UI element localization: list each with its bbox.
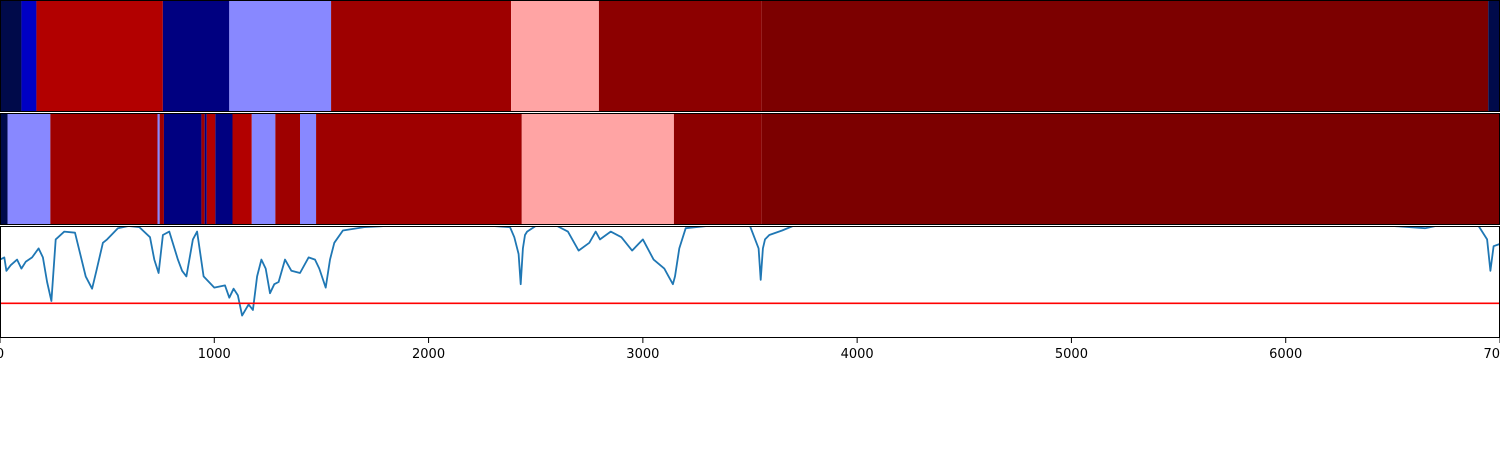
heatmap-segment — [163, 113, 202, 225]
x-axis: 0 1000 2000 3000 4000 5000 6000 7000 — [0, 338, 1500, 362]
panel-frame — [0, 226, 1500, 338]
heatmap-segment — [36, 0, 163, 112]
heatmap-segment — [1488, 0, 1500, 112]
series-line — [0, 226, 1500, 317]
heatmap-segment — [275, 113, 300, 225]
heatmap-segment — [201, 113, 205, 225]
heatmap-segment — [162, 0, 230, 112]
heatmap-segment — [159, 113, 164, 225]
heatmap-segment — [157, 113, 160, 225]
heatmap-segment — [206, 113, 216, 225]
heatmap-segment — [761, 0, 1489, 112]
x-tick-label: 2000 — [412, 347, 445, 362]
heatmap-segment — [598, 0, 762, 112]
heatmap-segment — [316, 113, 522, 225]
heatmap-segment — [215, 113, 233, 225]
x-tick-label: 5000 — [1055, 347, 1088, 362]
x-tick-label: 4000 — [841, 347, 874, 362]
heatmap-segment — [511, 0, 599, 112]
heatmap-segment — [0, 113, 8, 225]
heatmap-segment — [0, 0, 22, 112]
heatmap-segment — [204, 113, 207, 225]
heatmap-panel-1 — [0, 0, 1500, 112]
line-panel — [0, 226, 1500, 338]
heatmap-segment — [229, 0, 332, 112]
heatmap-segment — [331, 0, 512, 112]
heatmap-segment — [761, 113, 1500, 225]
x-tick-label: 3000 — [626, 347, 659, 362]
heatmap-segment — [673, 113, 762, 225]
heatmap-segment — [521, 113, 674, 225]
x-tick-label: 7000 — [1483, 347, 1500, 362]
x-tick-label: 1000 — [198, 347, 231, 362]
heatmap-segment — [7, 113, 51, 225]
x-tick-label: 0 — [0, 347, 4, 362]
heatmap-segment — [50, 113, 158, 225]
heatmap-segment — [21, 0, 37, 112]
heatmap-segment — [232, 113, 252, 225]
heatmap-panel-2 — [0, 113, 1500, 225]
heatmap-segment — [300, 113, 317, 225]
x-tick-label: 6000 — [1269, 347, 1302, 362]
heatmap-segment — [251, 113, 276, 225]
